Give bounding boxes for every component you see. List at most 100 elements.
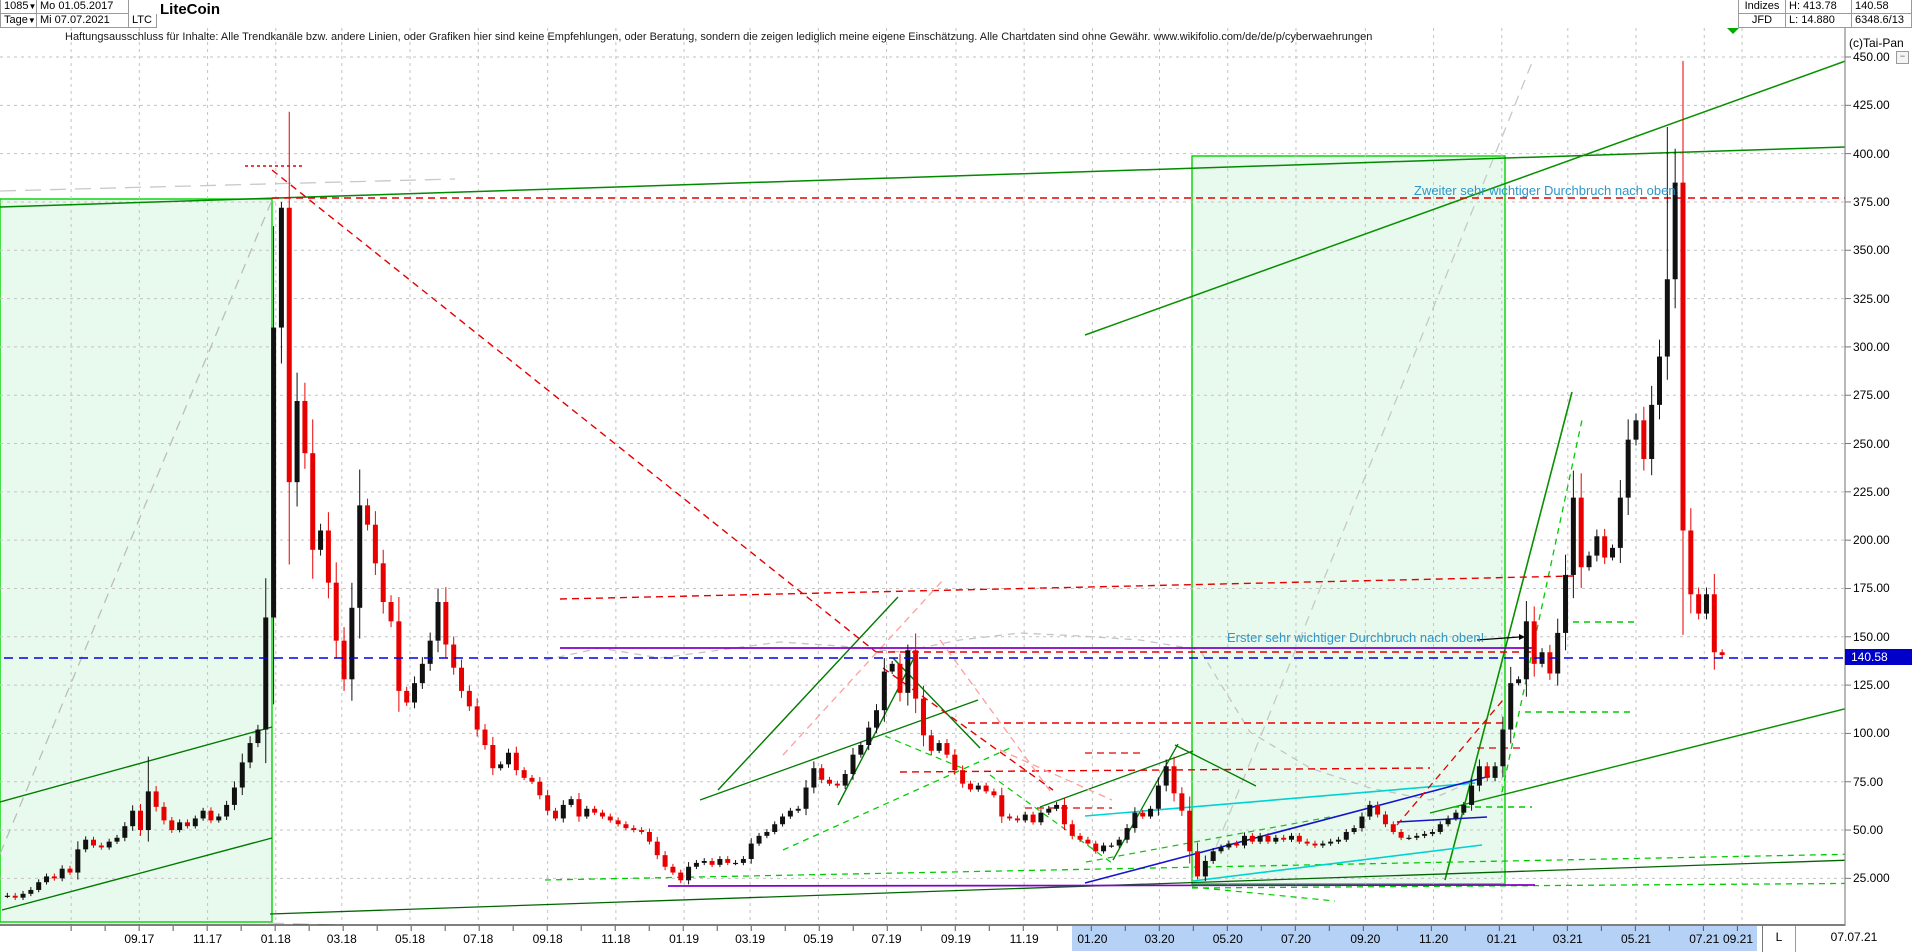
moving-average-line <box>544 632 1471 801</box>
trend-line <box>559 575 1574 600</box>
x-axis-label: 09.21 <box>1722 932 1754 946</box>
x-axis-label: 01.21 <box>1486 932 1517 946</box>
x-axis-label: 07.19 <box>871 932 902 946</box>
trend-line <box>837 651 918 806</box>
last-date-cell: L 07.07.21 <box>1762 926 1912 952</box>
y-axis-label: 225.00 <box>1853 484 1890 499</box>
y-axis-label: 200.00 <box>1853 533 1890 548</box>
last-marker: L <box>1763 926 1796 952</box>
trend-line <box>667 884 1536 887</box>
highlight-zone <box>1191 155 1506 885</box>
y-axis-label: 125.00 <box>1853 678 1890 693</box>
low-value: L: 14.880 <box>1786 14 1852 28</box>
trend-line <box>1396 699 1504 826</box>
chevron-down-icon: ▼ <box>28 2 37 11</box>
y-axis-label: 300.00 <box>1853 339 1890 354</box>
chevron-down-icon: ▼ <box>27 16 36 25</box>
trend-line <box>999 749 1113 801</box>
period-dropdown[interactable]: Tage ▼ <box>0 14 37 28</box>
symbol-cell: LTC <box>129 14 157 28</box>
trend-line <box>0 178 456 192</box>
trend-line <box>1191 886 1336 902</box>
provider-cell: JFD <box>1738 14 1786 28</box>
trend-line <box>1 837 273 911</box>
y-axis-label: 100.00 <box>1853 726 1890 741</box>
x-axis-label: 05.20 <box>1212 932 1243 946</box>
trend-line <box>1444 391 1573 881</box>
x-axis-label: 07.21 <box>1689 932 1720 946</box>
y-axis-label: 375.00 <box>1853 194 1890 209</box>
y-axis-label: 400.00 <box>1853 146 1890 161</box>
x-axis-label: 05.21 <box>1621 932 1652 946</box>
x-axis-label: 05.18 <box>395 932 426 946</box>
last-price-header: 140.58 <box>1852 0 1912 14</box>
trend-line <box>1192 844 1483 882</box>
y-axis-label: 75.00 <box>1853 774 1884 789</box>
x-axis-label: 11.18 <box>601 932 631 946</box>
trend-line <box>1084 36 1912 336</box>
x-axis-label: 07.18 <box>463 932 494 946</box>
trend-line <box>1039 750 1194 808</box>
x-axis-label: 09.18 <box>532 932 563 946</box>
trend-line <box>699 699 979 801</box>
x-axis-label: 03.21 <box>1552 932 1583 946</box>
watermark-text: (c)Tai-Pan <box>1849 36 1904 50</box>
collapse-icon[interactable]: − <box>1896 51 1909 64</box>
bars-count-value: 1085 <box>4 0 29 12</box>
trend-arrow-icon <box>1727 28 1739 34</box>
y-axis-label: 50.00 <box>1853 823 1884 838</box>
y-axis-label: 425.00 <box>1853 98 1890 113</box>
trend-line <box>1112 743 1179 861</box>
annotation-arrowhead <box>1519 634 1525 640</box>
y-axis-label: 25.000 <box>1853 871 1890 886</box>
annotation-arrow <box>1476 636 1520 641</box>
x-axis-label: 09.17 <box>124 932 155 946</box>
x-axis-label: 01.19 <box>669 932 700 946</box>
page-title: LiteCoin <box>160 1 220 18</box>
trend-line <box>1174 744 1257 787</box>
x-axis-label: 03.20 <box>1144 932 1175 946</box>
x-axis-label: 07.20 <box>1280 932 1311 946</box>
current-price-badge: 140.58 <box>1845 649 1912 665</box>
period-value: Tage <box>4 14 28 26</box>
y-axis-label: 150.00 <box>1853 629 1890 644</box>
trend-line <box>1085 815 1336 863</box>
group-cell: Indizes <box>1738 0 1786 14</box>
x-axis-label: 05.19 <box>803 932 834 946</box>
x-axis-label: 03.19 <box>735 932 766 946</box>
x-axis-label: 11.17 <box>193 932 223 946</box>
trend-line <box>939 639 1054 796</box>
x-axis-label: 01.18 <box>260 932 291 946</box>
y-axis-label: 325.00 <box>1853 291 1890 306</box>
trend-line <box>544 852 1912 881</box>
trend-line <box>884 735 963 769</box>
trend-line <box>1429 691 1912 814</box>
volume-info: 6348.6/13 <box>1852 14 1912 28</box>
trend-line <box>782 579 944 756</box>
x-axis-label: 09.20 <box>1350 932 1381 946</box>
trend-line <box>0 146 1846 208</box>
x-axis-label: 09.19 <box>940 932 971 946</box>
y-axis-label: 350.00 <box>1853 243 1890 258</box>
trend-line <box>271 169 877 653</box>
bars-count-dropdown[interactable]: 1085 ▼ <box>0 0 37 14</box>
start-date-cell: Mo 01.05.2017 <box>37 0 129 14</box>
end-date-cell: Mi 07.07.2021 <box>37 14 129 28</box>
y-axis-label: 175.00 <box>1853 581 1890 596</box>
annotation-second-breakout: Zweiter sehr wichtiger Durchbruch nach o… <box>1414 183 1680 198</box>
trend-line <box>0 726 273 803</box>
trend-line <box>782 747 1011 851</box>
annotation-first-breakout: Erster sehr wichtiger Durchbruch nach ob… <box>1227 630 1485 645</box>
candles <box>4 60 1725 901</box>
x-axis-highlight <box>1072 926 1757 951</box>
y-axis-label: 275.00 <box>1853 388 1890 403</box>
y-axis-strip <box>1845 0 1912 952</box>
trend-line <box>1084 775 1491 884</box>
highlight-zone <box>0 198 273 923</box>
trend-line <box>882 667 1054 791</box>
x-axis-label: 01.20 <box>1077 932 1108 946</box>
trend-line <box>717 596 899 791</box>
y-axis-label: 450.00 <box>1853 50 1890 64</box>
